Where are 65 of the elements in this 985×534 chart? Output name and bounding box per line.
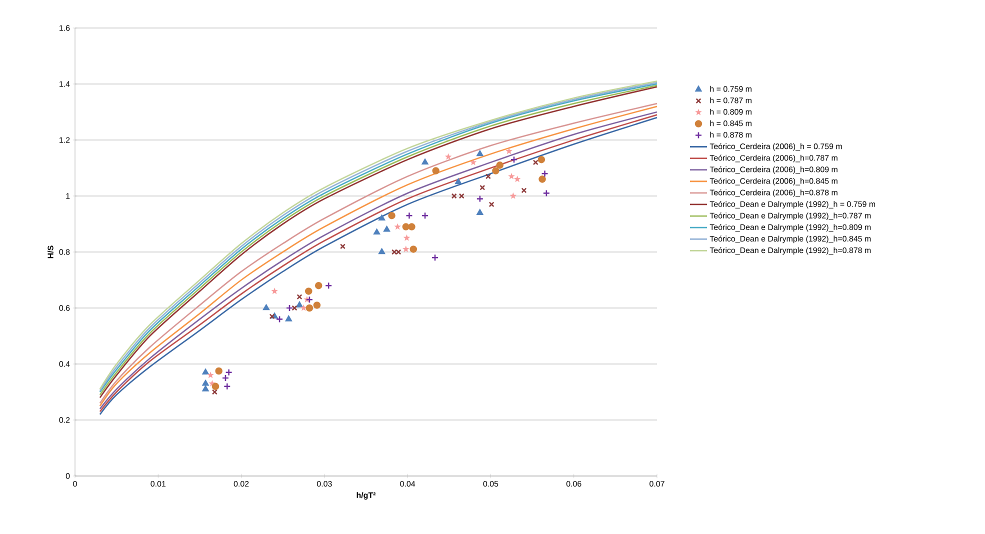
point — [480, 184, 486, 190]
point — [538, 176, 546, 183]
point — [324, 282, 332, 290]
point — [207, 372, 214, 378]
point — [476, 209, 484, 215]
point — [215, 367, 222, 375]
point — [510, 156, 518, 164]
point — [514, 176, 521, 182]
point — [340, 244, 346, 250]
point — [304, 288, 312, 295]
point — [402, 246, 410, 252]
point — [521, 188, 527, 194]
point — [542, 190, 550, 197]
point — [286, 304, 294, 312]
point — [269, 314, 275, 320]
point — [532, 160, 538, 166]
point — [296, 302, 303, 308]
point — [455, 178, 462, 184]
point — [225, 368, 232, 376]
point — [384, 226, 390, 232]
point — [492, 167, 500, 174]
point — [374, 228, 380, 235]
point — [396, 249, 402, 255]
point — [222, 374, 230, 382]
point — [422, 158, 428, 165]
point — [212, 389, 218, 395]
point — [485, 174, 491, 180]
point — [488, 202, 494, 208]
point — [262, 304, 270, 310]
point — [402, 223, 410, 230]
point — [408, 223, 416, 230]
point — [276, 316, 284, 323]
point — [378, 214, 386, 221]
point — [314, 282, 322, 290]
point — [202, 386, 209, 392]
point — [476, 150, 484, 156]
point — [541, 170, 548, 178]
point — [306, 296, 314, 304]
point — [470, 158, 477, 166]
point — [506, 148, 512, 154]
point — [406, 212, 413, 220]
point — [296, 294, 302, 300]
point — [538, 156, 546, 164]
point — [388, 212, 396, 220]
point — [431, 254, 439, 262]
point — [403, 234, 410, 241]
point — [421, 212, 429, 220]
point — [378, 248, 386, 254]
point — [432, 167, 440, 174]
point — [202, 380, 209, 386]
point — [271, 288, 278, 294]
point — [394, 223, 402, 230]
point — [410, 246, 418, 253]
point — [444, 153, 452, 160]
point — [476, 195, 484, 202]
point — [510, 192, 517, 199]
point — [224, 382, 231, 390]
point — [508, 172, 515, 180]
point — [306, 304, 314, 312]
point — [292, 305, 298, 311]
point — [202, 368, 209, 375]
point — [313, 302, 321, 309]
point — [285, 316, 292, 322]
point — [496, 162, 504, 169]
point — [212, 382, 220, 390]
